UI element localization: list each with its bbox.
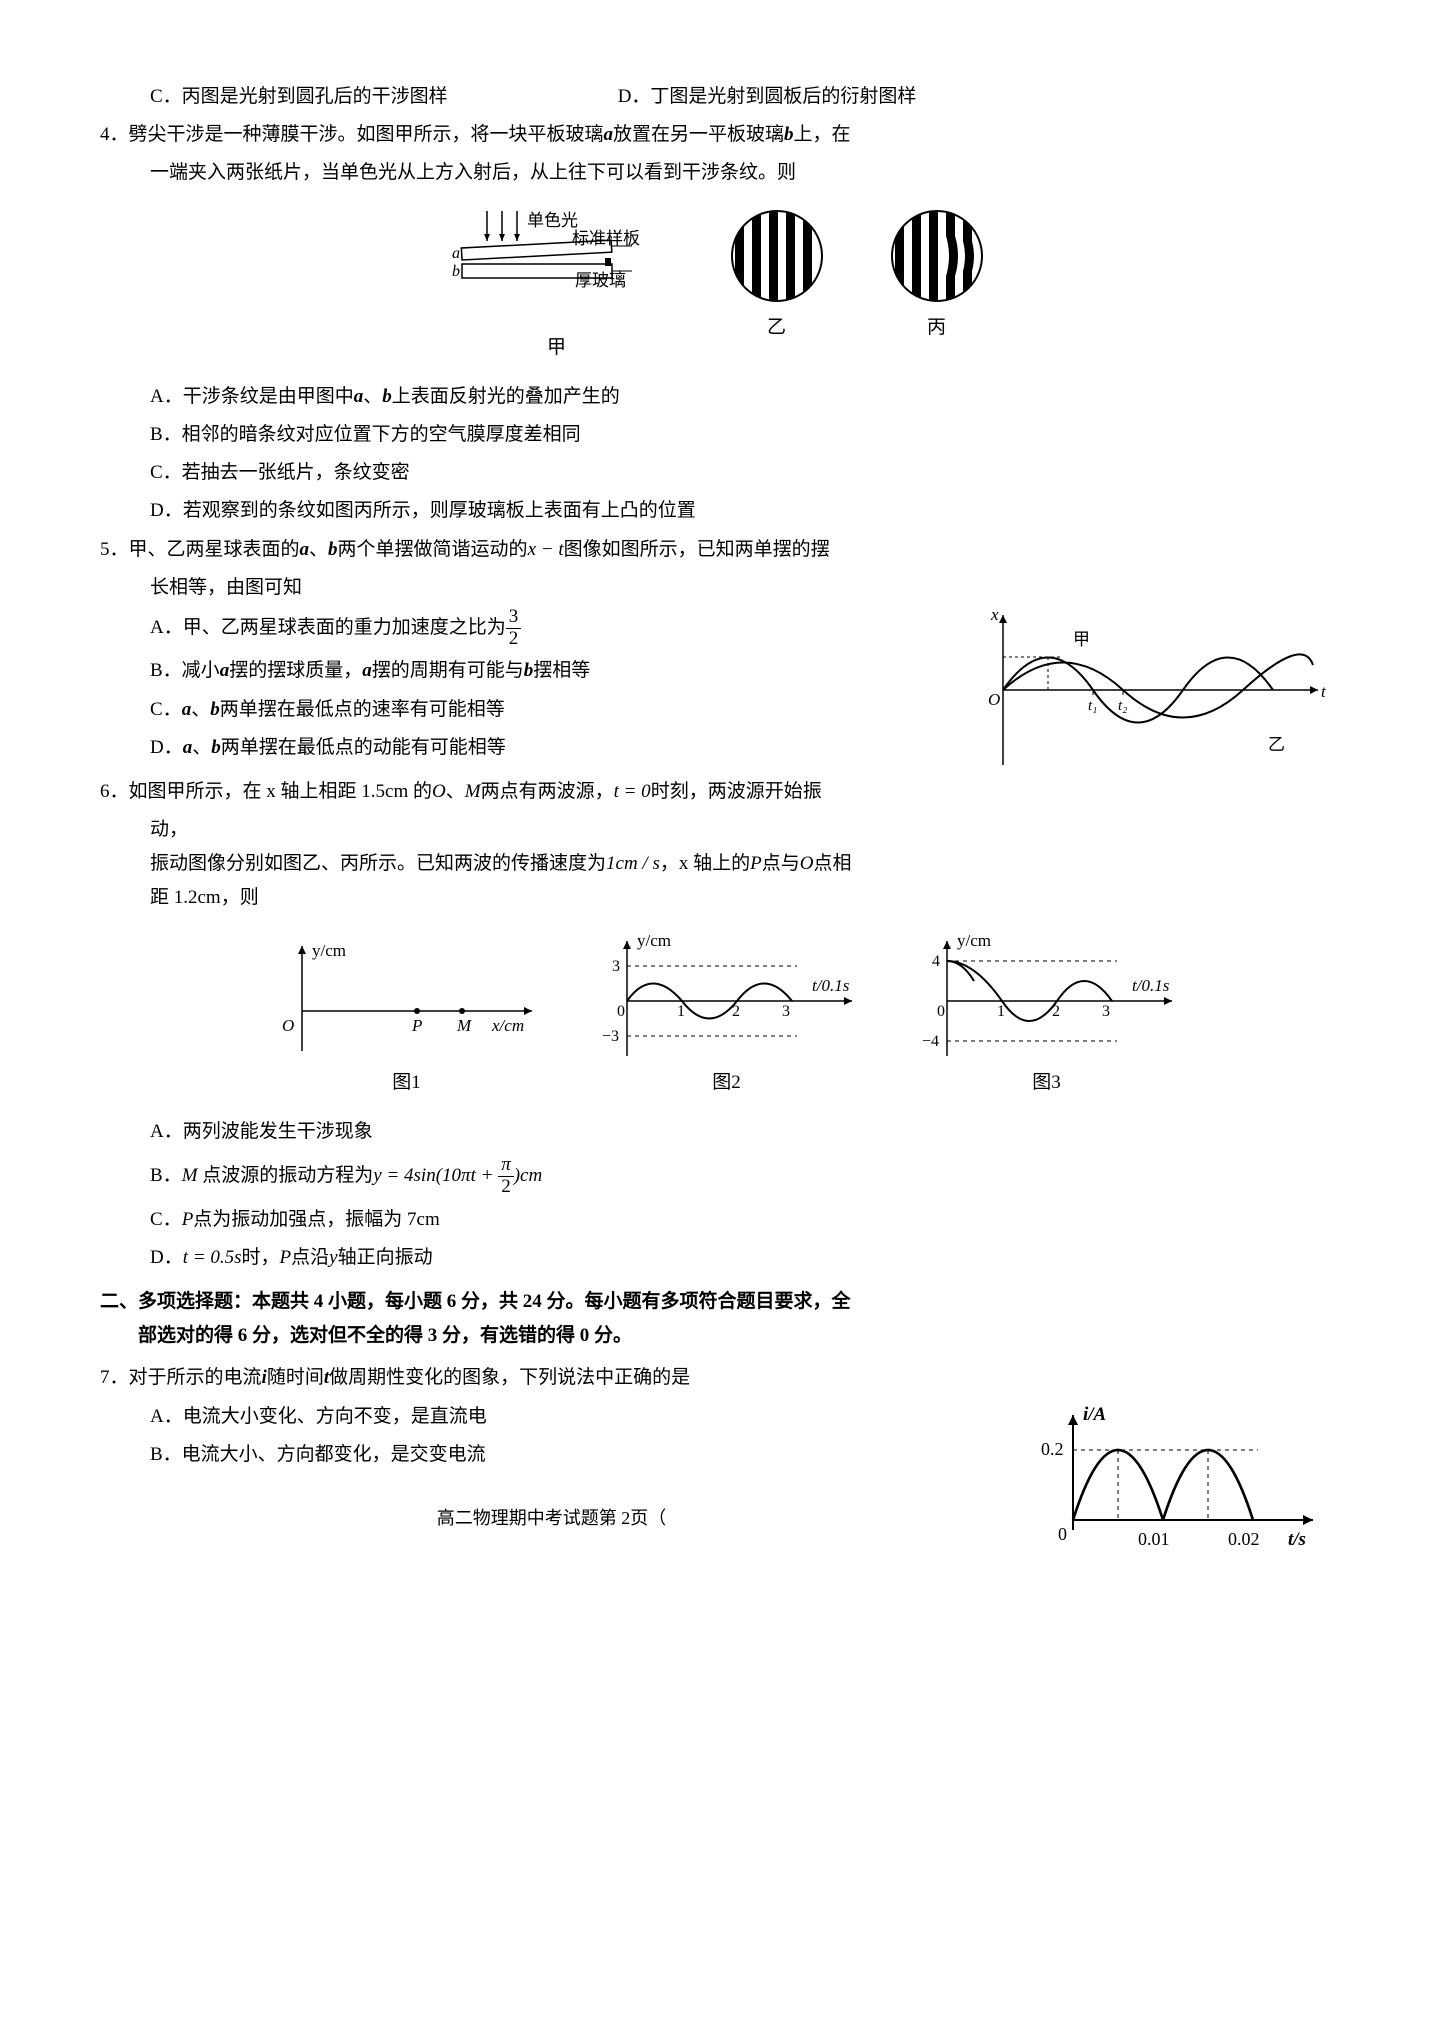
q4-cap2: 乙 bbox=[767, 311, 786, 345]
svg-text:P: P bbox=[411, 1016, 422, 1035]
q3-options: C．丙图是光射到圆孔后的干涉图样 D．丁图是光射到圆板后的衍射图样 bbox=[100, 80, 1333, 114]
svg-text:−4: −4 bbox=[922, 1033, 939, 1050]
fringe-pattern-2 bbox=[887, 206, 987, 306]
svg-text:1: 1 bbox=[677, 1003, 685, 1020]
q4-optB: B．相邻的暗条纹对应位置下方的空气膜厚度差相同 bbox=[100, 418, 1333, 452]
q4-figures: 单色光 a 标准样板 b 厚玻璃 甲 bbox=[100, 206, 1333, 365]
svg-text:0.01: 0.01 bbox=[1138, 1529, 1170, 1549]
q6-fig2: y/cm t/0.1s 3 −3 0 1 2 3 图2 bbox=[587, 931, 867, 1100]
svg-text:t₂: t₂ bbox=[1118, 698, 1127, 714]
svg-text:y/cm: y/cm bbox=[312, 941, 346, 960]
svg-text:t₁: t₁ bbox=[1088, 698, 1097, 714]
svg-text:y/cm: y/cm bbox=[957, 931, 991, 950]
svg-text:t/s: t/s bbox=[1288, 1529, 1306, 1550]
svg-text:单色光: 单色光 bbox=[527, 211, 578, 230]
svg-text:3: 3 bbox=[782, 1003, 790, 1020]
svg-text:厚玻璃: 厚玻璃 bbox=[575, 271, 626, 290]
q7-optB: B．电流大小、方向都变化，是交变电流 bbox=[100, 1438, 1003, 1472]
svg-text:y/cm: y/cm bbox=[637, 931, 671, 950]
svg-text:0.02: 0.02 bbox=[1228, 1529, 1260, 1549]
svg-text:0.2: 0.2 bbox=[1041, 1439, 1064, 1459]
wedge-diagram: 单色光 a 标准样板 b 厚玻璃 bbox=[447, 206, 667, 326]
svg-text:1: 1 bbox=[997, 1003, 1005, 1020]
section2-header: 二、多项选择题：本题共 4 小题，每小题 6 分，共 24 分。每小题有多项符合… bbox=[100, 1285, 1333, 1353]
q6-optB: B．M 点波源的振动方程为y = 4sin(10πt + π2)cm bbox=[100, 1153, 1333, 1199]
q6-optA: A．两列波能发生干涉现象 bbox=[100, 1115, 1333, 1149]
q4-optA: A．干涉条纹是由甲图中a、b上表面反射光的叠加产生的 bbox=[100, 380, 1333, 414]
q4-optD: D．若观察到的条纹如图丙所示，则厚玻璃板上表面有上凸的位置 bbox=[100, 494, 1333, 528]
svg-text:3: 3 bbox=[1102, 1003, 1110, 1020]
fringe-pattern-1 bbox=[727, 206, 827, 306]
q5-line2: 长相等，由图可知 bbox=[100, 571, 1333, 605]
q6: 6．如图甲所示，在 x 轴上相距 1.5cm 的O、M两点有两波源，t = 0时… bbox=[100, 775, 1333, 809]
q4-fig2: 乙 bbox=[727, 206, 827, 365]
svg-text:0: 0 bbox=[1058, 1524, 1067, 1544]
q5-optA: A．甲、乙两星球表面的重力加速度之比为32 bbox=[100, 605, 943, 651]
q6-optC: C．P点为振动加强点，振幅为 7cm bbox=[100, 1203, 1333, 1237]
q6-fig3: y/cm t/0.1s 4 −4 0 1 2 3 图3 bbox=[907, 931, 1187, 1100]
q4-cap3: 丙 bbox=[927, 311, 946, 345]
svg-text:a: a bbox=[452, 245, 460, 262]
q5-optB: B．减小a摆的摆球质量，a摆的周期有可能与b摆相等 bbox=[100, 654, 943, 688]
svg-text:甲: 甲 bbox=[1073, 630, 1090, 649]
q7: 7．对于所示的电流i随时间t做周期性变化的图象，下列说法中正确的是 bbox=[100, 1361, 1333, 1395]
q6-fig1: y/cm x/cm O P M 图1 bbox=[267, 931, 547, 1100]
svg-text:0: 0 bbox=[617, 1003, 625, 1020]
q6-optD: D．t = 0.5s时，P点沿y轴正向振动 bbox=[100, 1241, 1333, 1275]
q3-optC: C．丙图是光射到圆孔后的干涉图样 bbox=[150, 80, 448, 114]
q4: 4．劈尖干涉是一种薄膜干涉。如图甲所示，将一块平板玻璃a放置在另一平板玻璃b上，… bbox=[100, 118, 1333, 152]
q5-optC: C．a、b两单摆在最低点的速率有可能相等 bbox=[100, 693, 943, 727]
q3-optD: D．丁图是光射到圆板后的衍射图样 bbox=[618, 80, 917, 114]
svg-text:0: 0 bbox=[937, 1003, 945, 1020]
q6-line2: 动， bbox=[100, 813, 1333, 847]
svg-text:t/0.1s: t/0.1s bbox=[1132, 976, 1170, 995]
q5-graph: x t O 甲 乙 t₁ t₂ bbox=[973, 605, 1333, 775]
svg-text:O: O bbox=[282, 1016, 294, 1035]
svg-text:x: x bbox=[990, 605, 999, 624]
q5-optD: D．a、b两单摆在最低点的动能有可能相等 bbox=[100, 731, 943, 765]
q7-optA: A．电流大小变化、方向不变，是直流电 bbox=[100, 1400, 1003, 1434]
svg-text:x/cm: x/cm bbox=[491, 1016, 524, 1035]
svg-text:b: b bbox=[452, 263, 460, 280]
q4-cap1: 甲 bbox=[547, 331, 566, 365]
q4-optC: C．若抽去一张纸片，条纹变密 bbox=[100, 456, 1333, 490]
svg-text:M: M bbox=[456, 1016, 472, 1035]
q5: 5．甲、乙两星球表面的a、b两个单摆做简谐运动的x − t图像如图所示，已知两单… bbox=[100, 533, 1333, 567]
page-footer: 高二物理期中考试题第 2页（ bbox=[100, 1502, 1003, 1534]
q6-line4: 距 1.2cm，则 bbox=[100, 881, 1333, 915]
q4-fig1: 单色光 a 标准样板 b 厚玻璃 甲 bbox=[447, 206, 667, 365]
svg-text:4: 4 bbox=[932, 953, 940, 970]
q4-line2: 一端夹入两张纸片，当单色光从上方入射后，从上往下可以看到干涉条纹。则 bbox=[100, 156, 1333, 190]
svg-text:t: t bbox=[1321, 682, 1327, 701]
q6-figures: y/cm x/cm O P M 图1 y/cm t/0.1s 3 −3 0 1 … bbox=[100, 931, 1333, 1100]
svg-text:乙: 乙 bbox=[1268, 735, 1285, 754]
svg-text:−3: −3 bbox=[602, 1028, 619, 1045]
q4-num: 4． bbox=[100, 124, 129, 145]
q7-graph: i/A t/s 0.2 0 0.01 0.02 bbox=[1033, 1400, 1333, 1560]
svg-text:O: O bbox=[988, 690, 1000, 709]
q4-fig3: 丙 bbox=[887, 206, 987, 365]
q6-line3: 振动图像分别如图乙、丙所示。已知两波的传播速度为1cm / s，x 轴上的P点与… bbox=[100, 847, 1333, 881]
svg-text:i/A: i/A bbox=[1083, 1404, 1106, 1425]
svg-text:t/0.1s: t/0.1s bbox=[812, 976, 850, 995]
svg-text:3: 3 bbox=[612, 958, 620, 975]
svg-text:标准样板: 标准样板 bbox=[572, 229, 640, 248]
